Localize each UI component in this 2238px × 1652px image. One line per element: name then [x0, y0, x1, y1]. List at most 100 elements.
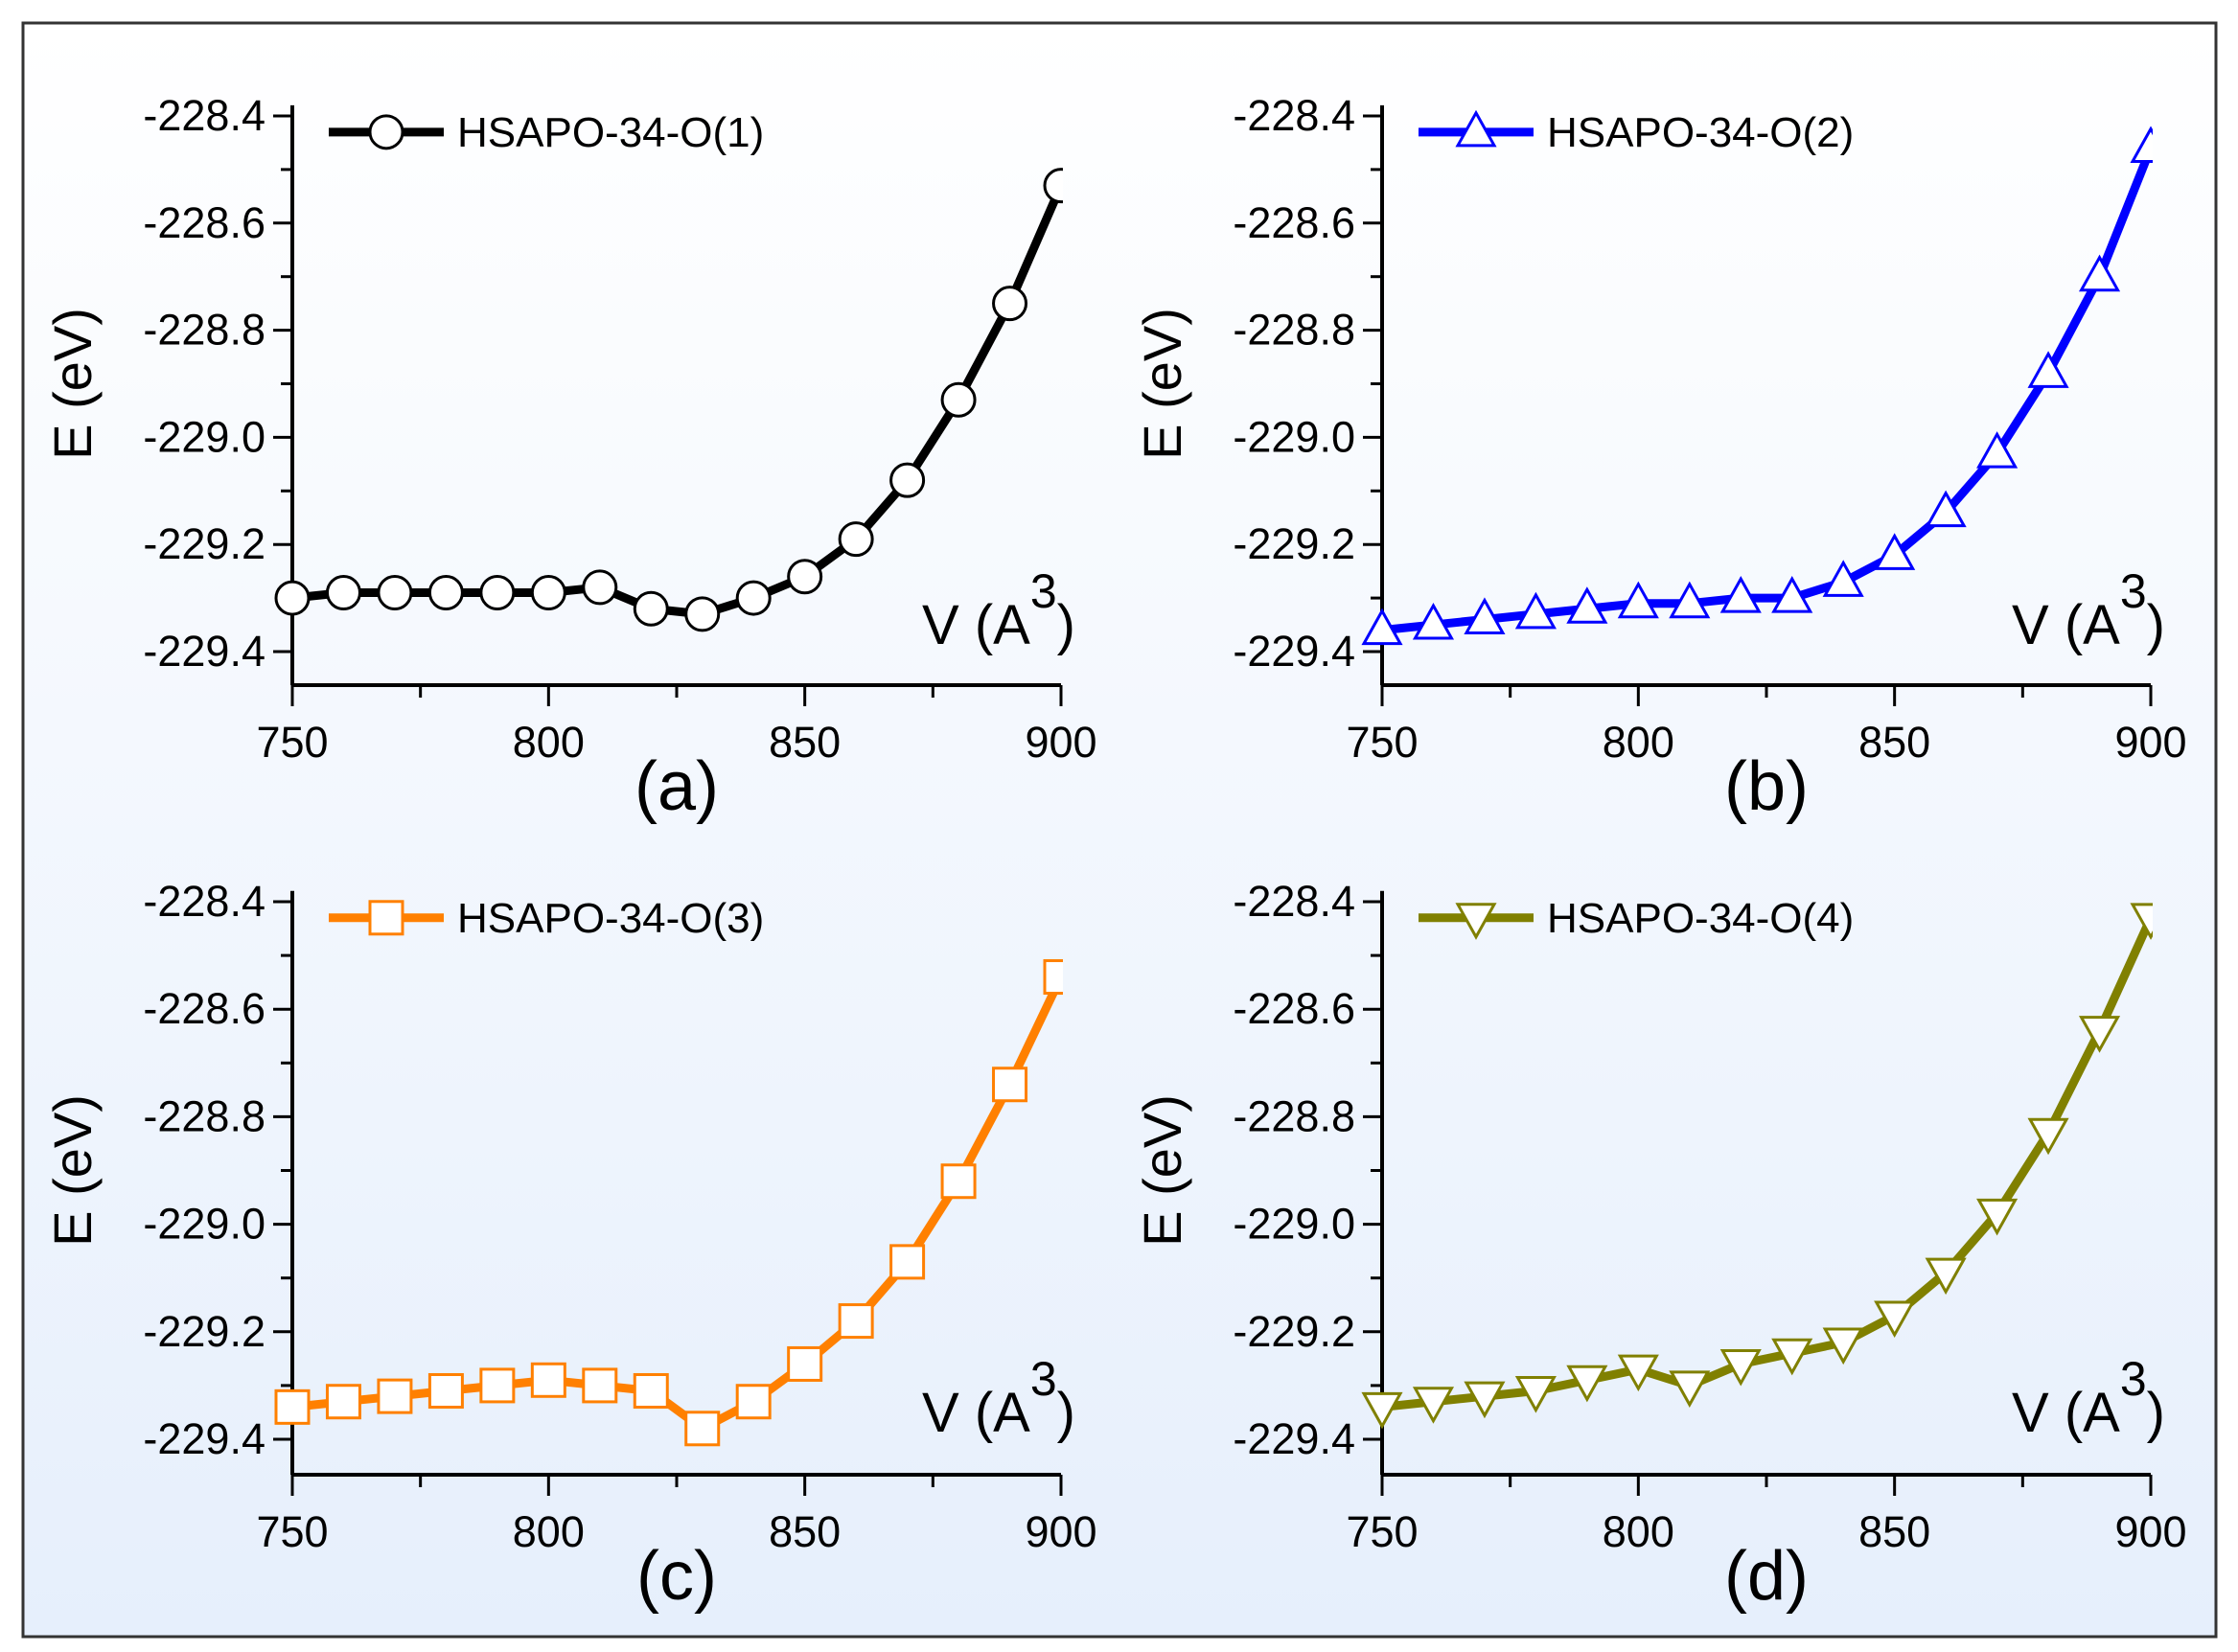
data-point: [1874, 1300, 1916, 1339]
series-group: [1361, 126, 2153, 646]
data-point: [325, 575, 361, 611]
x-axis-label-close: ): [2147, 594, 2165, 656]
y-tick-label: -229.2: [1233, 519, 1355, 568]
data-point: [1771, 576, 1813, 613]
data-point: [582, 569, 618, 606]
data-point: [1719, 1348, 1762, 1387]
x-axis-label-main: V (A: [922, 1382, 1030, 1444]
data-point: [2078, 1016, 2121, 1053]
data-point: [1361, 1391, 1403, 1430]
legend-label: HSAPO-34-O(2): [1547, 109, 1854, 156]
data-point: [2130, 903, 2153, 940]
y-tick-label: -228.6: [143, 984, 265, 1033]
x-tick-label: 850: [769, 1507, 841, 1556]
y-tick-label: -228.8: [1233, 1091, 1355, 1140]
series-line: [291, 975, 1063, 1434]
y-axis-label: E (eV): [42, 1094, 103, 1247]
data-point: [427, 1373, 464, 1410]
data-point: [274, 580, 311, 616]
x-tick-label: 850: [1858, 718, 1930, 767]
data-point: [1566, 586, 1608, 624]
panel-label: (d): [1724, 1538, 1809, 1615]
x-axis-label-superscript: 3: [2120, 1352, 2147, 1406]
data-point: [1771, 1338, 1813, 1376]
y-tick-label: -229.0: [143, 1200, 265, 1249]
data-point: [1925, 490, 1967, 528]
data-point: [1617, 581, 1659, 619]
x-axis-label-close: ): [1057, 594, 1075, 656]
panel-label: (a): [634, 748, 719, 825]
x-axis-label-superscript: 3: [1030, 564, 1057, 618]
x-tick-label: 800: [1603, 718, 1674, 767]
x-axis-label: V (A3): [2012, 1352, 2165, 1444]
data-point: [838, 521, 874, 558]
data-point: [1976, 1198, 2019, 1236]
y-axis-label: E (eV): [42, 308, 103, 460]
panel-label: (b): [1724, 748, 1809, 825]
legend-marker: [1455, 903, 1497, 940]
y-tick-label: -228.4: [1233, 877, 1355, 926]
data-point: [1412, 1387, 1455, 1424]
chart-panel-d: -228.4 -228.6 -228.8 -229.0 -229.2 -229.4 750 8…: [1132, 877, 2187, 1615]
data-point: [2078, 254, 2121, 292]
y-tick-label: -229.2: [143, 1307, 265, 1356]
data-point: [889, 1244, 926, 1280]
data-point: [1669, 1370, 1711, 1408]
y-tick-label: -229.2: [143, 519, 265, 568]
data-point: [992, 1067, 1028, 1103]
x-tick-label: 750: [1346, 1507, 1418, 1556]
data-point: [1874, 533, 1916, 570]
x-tick-label: 800: [513, 718, 585, 767]
data-point: [2027, 1117, 2069, 1156]
chart-panel-a: -228.4 -228.6 -228.8 -229.0 -229.2 -229.4 750 8…: [42, 91, 1097, 825]
data-point: [787, 559, 823, 595]
x-tick-label: 900: [2114, 718, 2186, 767]
series-group: [274, 168, 1063, 632]
y-tick-label: -228.4: [1233, 91, 1355, 140]
data-point: [377, 1378, 413, 1414]
data-point: [1617, 1354, 1659, 1392]
y-tick-label: -229.0: [1233, 412, 1355, 461]
x-tick-label: 800: [1603, 1507, 1674, 1556]
x-axis-label-superscript: 3: [2120, 564, 2147, 618]
panel-label: (c): [636, 1538, 717, 1615]
data-point: [530, 1362, 566, 1398]
x-axis-label: V (A3): [2012, 564, 2165, 656]
data-point: [1822, 560, 1864, 597]
x-axis-label-main: V (A: [2012, 1382, 2120, 1444]
legend-label: HSAPO-34-O(1): [457, 109, 764, 156]
data-point: [1566, 1365, 1608, 1403]
x-tick-label: 750: [256, 1507, 328, 1556]
y-tick-label: -229.4: [1233, 1414, 1355, 1463]
data-point: [479, 1367, 516, 1404]
data-point: [1043, 959, 1063, 996]
data-point: [274, 1388, 311, 1425]
chart-panel-c: -228.4 -228.6 -228.8 -229.0 -229.2 -229.4 750 8…: [42, 877, 1097, 1615]
legend: HSAPO-34-O(4): [1419, 895, 1854, 942]
chart-panel-b: -228.4 -228.6 -228.8 -229.0 -229.2 -229.4 750 8…: [1132, 91, 2187, 825]
legend-marker: [1455, 109, 1497, 148]
y-tick-label: -229.0: [143, 412, 265, 461]
series-group: [274, 959, 1063, 1447]
data-point: [1361, 608, 1403, 646]
data-point: [940, 381, 977, 418]
data-point: [530, 575, 566, 611]
data-point: [1976, 431, 2019, 469]
x-axis-label-main: V (A: [2012, 594, 2120, 656]
y-tick-label: -229.0: [1233, 1200, 1355, 1249]
legend-label: HSAPO-34-O(3): [457, 895, 764, 942]
x-axis-label-close: ): [2147, 1382, 2165, 1444]
series-group: [1361, 903, 2153, 1430]
data-point: [940, 1163, 977, 1200]
legend-label: HSAPO-34-O(4): [1547, 895, 1854, 942]
y-tick-label: -229.2: [1233, 1307, 1355, 1356]
x-axis-label: V (A3): [922, 564, 1075, 656]
x-tick-label: 900: [1025, 718, 1096, 767]
x-tick-label: 850: [769, 718, 841, 767]
x-axis-label-main: V (A: [922, 594, 1030, 656]
data-point: [633, 590, 669, 627]
y-tick-label: -228.6: [1233, 984, 1355, 1033]
x-axis-label-close: ): [1057, 1382, 1075, 1444]
x-axis-label: V (A3): [922, 1352, 1075, 1444]
data-point: [838, 1303, 874, 1340]
